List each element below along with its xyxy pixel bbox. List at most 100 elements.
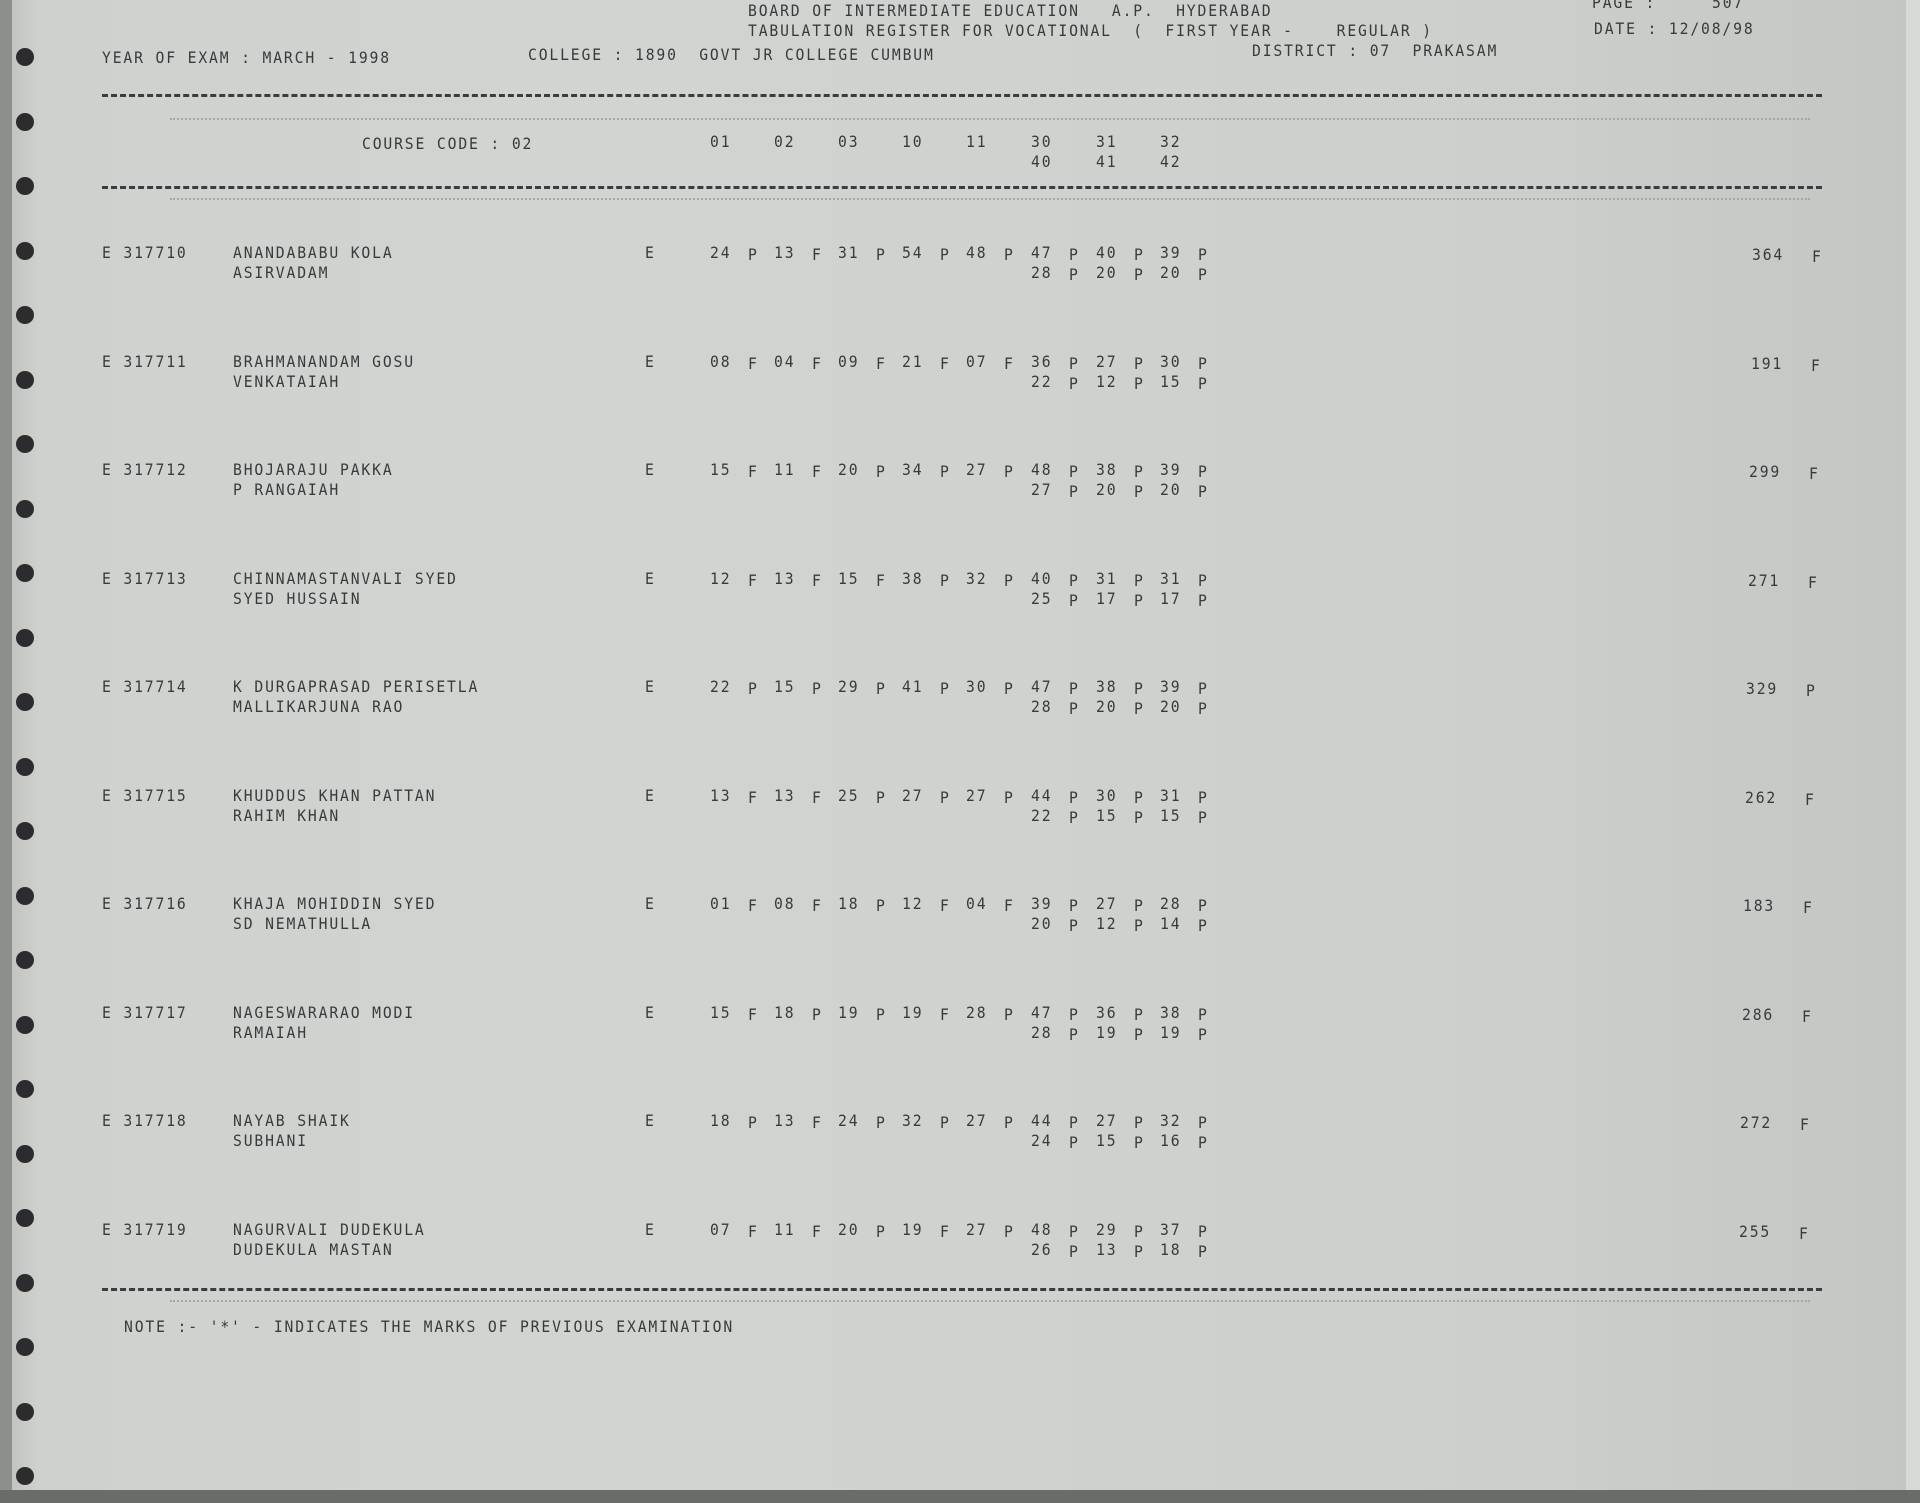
subject-mark: 30	[1096, 785, 1118, 805]
student-name: NAGURVALI DUDEKULA	[233, 1219, 426, 1239]
subject-mark: 38	[1096, 460, 1118, 479]
separator-bottom	[102, 1288, 1822, 1291]
subject-mark: 20	[1160, 697, 1182, 716]
subject-status: P	[1069, 373, 1080, 393]
student-name: CHINNAMASTANVALI SYED	[233, 568, 458, 588]
subject-mark: 38	[902, 568, 924, 588]
punch-hole	[16, 1467, 34, 1485]
subject-status: P	[1069, 699, 1080, 718]
subject-mark: 48	[966, 243, 988, 262]
medium: E	[645, 677, 656, 696]
subject-status: P	[940, 787, 951, 807]
subject-mark: 11	[774, 1219, 796, 1239]
subject-mark: 31	[1160, 785, 1182, 805]
subject-status: F	[1004, 896, 1015, 915]
punch-hole	[16, 886, 34, 905]
subject-mark: 18	[1160, 1239, 1182, 1259]
student-name: BHOJARAJU PAKKA	[233, 460, 394, 479]
subject-mark: 41	[902, 677, 924, 696]
subject-mark: 39	[1160, 677, 1182, 696]
medium: E	[645, 1111, 656, 1130]
subject-mark: 39	[1160, 460, 1182, 479]
total-marks: 271	[1747, 570, 1780, 590]
subject-status: F	[748, 462, 759, 481]
subject-mark: 09	[838, 351, 860, 371]
total-marks: 272	[1740, 1113, 1773, 1132]
subject-mark: 16	[1160, 1131, 1182, 1150]
subject-mark: 13	[774, 243, 796, 262]
subject-mark: 18	[774, 1002, 796, 1022]
district: DISTRICT : 07 PRAKASAM	[1252, 41, 1499, 60]
student-name-line2: ASIRVADAM	[233, 263, 330, 282]
subject-status: P	[1069, 353, 1080, 373]
separator-ghost	[170, 118, 1810, 120]
subject-status: P	[1134, 590, 1145, 610]
subject-status: P	[1134, 482, 1145, 501]
subject-status: P	[1069, 1113, 1080, 1132]
punch-hole	[16, 628, 34, 647]
subject-status: P	[748, 679, 759, 698]
student-name: NAYAB SHAIK	[233, 1111, 351, 1130]
subject-mark: 27	[966, 460, 988, 479]
subject-status: F	[876, 353, 887, 373]
subject-mark: 34	[902, 460, 924, 479]
paper-edge	[0, 0, 12, 1503]
roll-number: E 317719	[102, 1219, 188, 1239]
subject-mark: 27	[1096, 351, 1118, 371]
subject-status: P	[1134, 896, 1145, 915]
subject-mark: 15	[774, 677, 796, 696]
punch-hole	[16, 1144, 34, 1163]
subject-status: P	[1004, 462, 1015, 481]
subject-status: F	[748, 1004, 759, 1024]
column-header: 40	[1031, 152, 1053, 171]
subject-status: F	[812, 245, 823, 264]
subject-mark: 15	[1160, 371, 1182, 391]
subject-status: P	[1134, 679, 1145, 698]
subject-mark: 21	[902, 351, 924, 371]
total-marks: 286	[1741, 1004, 1774, 1024]
register-title: TABULATION REGISTER FOR VOCATIONAL ( FIR…	[748, 21, 1433, 40]
subject-mark: 29	[838, 677, 860, 696]
roll-number: E 317712	[102, 460, 188, 479]
column-header: 10	[902, 132, 924, 151]
student-name: KHAJA MOHIDDIN SYED	[233, 894, 437, 913]
medium: E	[645, 894, 656, 913]
subject-status: F	[812, 896, 823, 915]
subject-mark: 28	[1160, 894, 1182, 913]
subject-mark: 12	[1096, 371, 1118, 391]
subject-mark: 28	[1031, 697, 1053, 716]
college: COLLEGE : 1890 GOVT JR COLLEGE CUMBUM	[528, 45, 935, 64]
punch-hole	[16, 1273, 34, 1292]
subject-status: P	[1069, 245, 1080, 264]
subject-status: F	[812, 570, 823, 590]
subject-status: F	[812, 462, 823, 481]
subject-mark: 17	[1160, 588, 1182, 608]
student-name-line2: SYED HUSSAIN	[233, 588, 362, 608]
subject-mark: 19	[902, 1219, 924, 1239]
subject-status: P	[1134, 787, 1145, 807]
result: F	[1810, 355, 1822, 375]
subject-mark: 20	[838, 1219, 860, 1239]
subject-mark: 44	[1031, 1111, 1053, 1130]
subject-mark: 22	[1031, 805, 1053, 825]
student-name-line2: VENKATAIAH	[233, 371, 341, 391]
subject-status: F	[876, 570, 887, 590]
separator-ghost	[170, 1300, 1810, 1302]
subject-status: F	[748, 1221, 759, 1241]
subject-mark: 32	[966, 568, 988, 588]
subject-mark: 30	[966, 677, 988, 696]
subject-mark: 04	[966, 894, 988, 913]
subject-status: P	[876, 462, 887, 481]
subject-status: P	[1198, 1024, 1209, 1044]
subject-status: P	[1004, 679, 1015, 698]
subject-status: P	[1069, 1241, 1080, 1261]
subject-mark: 24	[1031, 1131, 1053, 1150]
subject-status: P	[1069, 1004, 1080, 1024]
punch-hole	[16, 822, 34, 840]
student-name-line2: RAMAIAH	[233, 1022, 308, 1042]
subject-status: P	[1069, 462, 1080, 481]
student-name-line2: SUBHANI	[233, 1131, 308, 1150]
subject-status: F	[812, 1113, 823, 1132]
subject-mark: 36	[1096, 1002, 1118, 1022]
total-marks: 191	[1750, 353, 1783, 373]
